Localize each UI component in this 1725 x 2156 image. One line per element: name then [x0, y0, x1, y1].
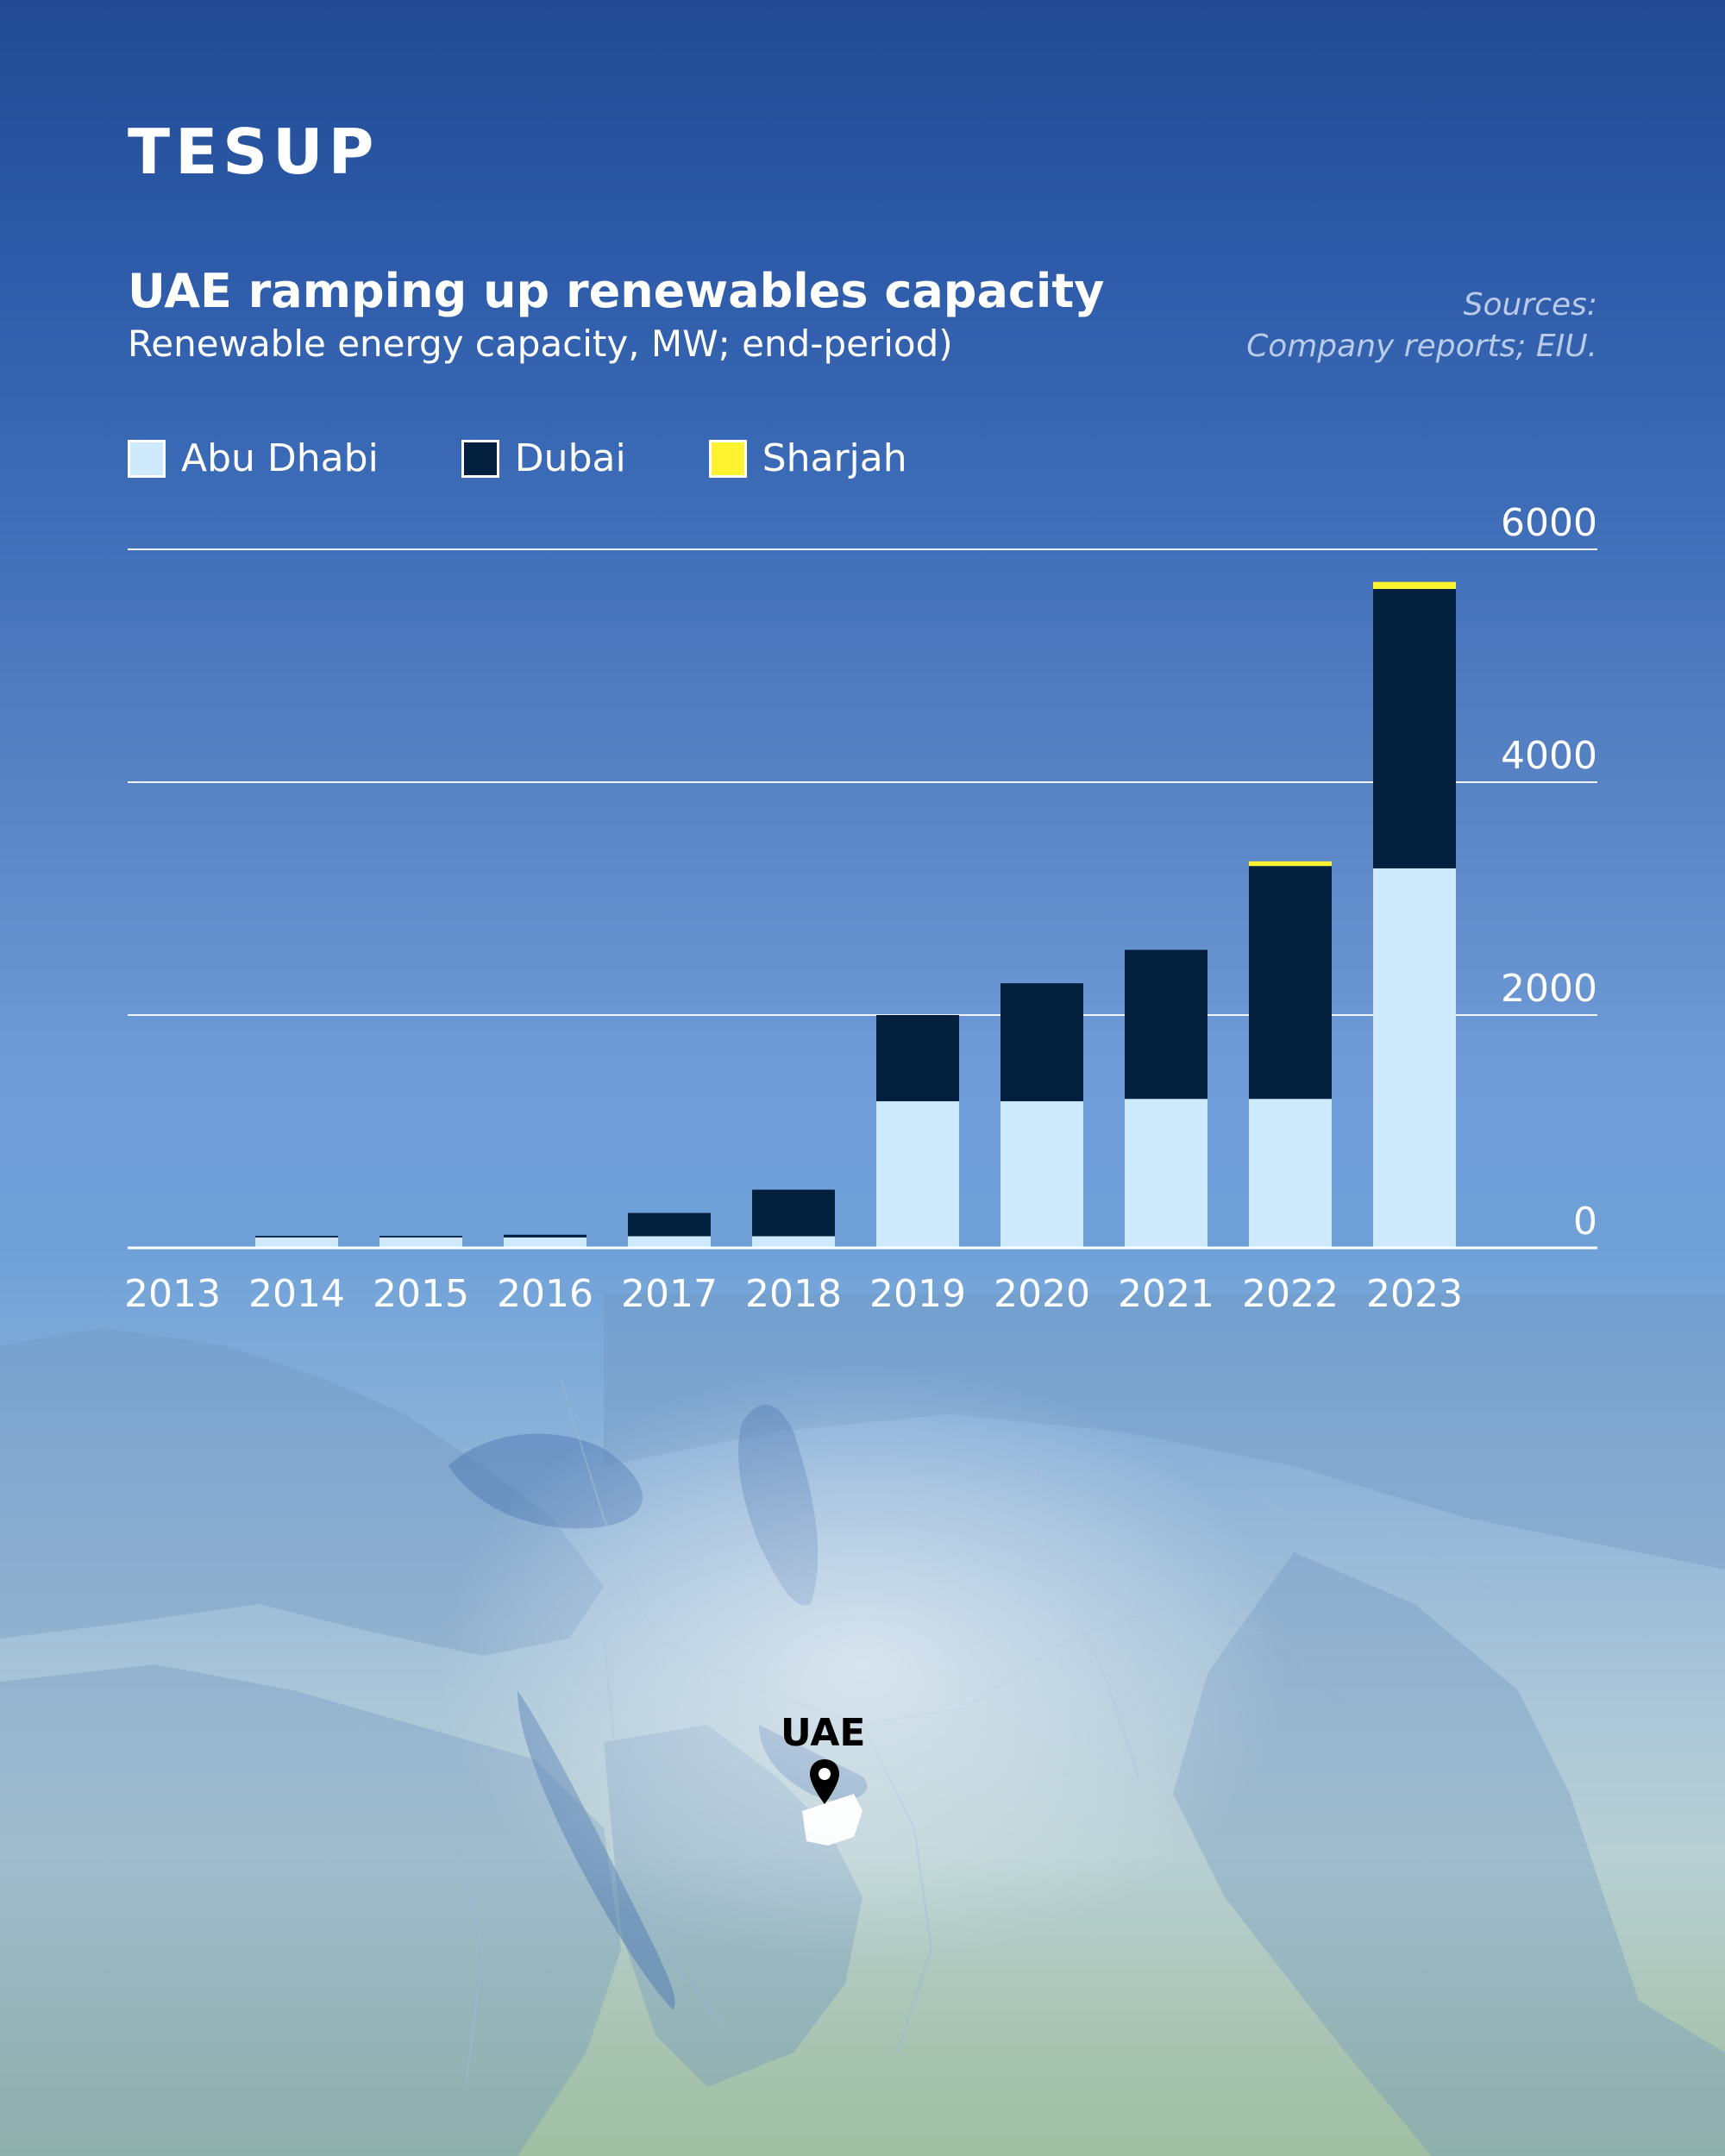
bar-dubai-2023 — [1373, 588, 1456, 868]
bar-abu-dhabi-2015 — [380, 1237, 462, 1248]
chart-subtitle: Renewable energy capacity, MW; end-perio… — [128, 323, 953, 365]
y-tick-label-0: 0 — [1573, 1200, 1597, 1244]
y-tick-label-4000: 4000 — [1501, 734, 1597, 778]
bar-abu-dhabi-2016 — [504, 1237, 586, 1248]
x-tick-label-2013: 2013 — [124, 1272, 221, 1316]
stacked-bar-chart: 0 2000 4000 6000 2013 2014 2015 2016 2017 2018 201… — [124, 501, 1597, 1316]
legend-item-sharjah: Sharjah — [708, 436, 907, 480]
bar-sharjah-2023 — [1373, 581, 1456, 589]
y-tick-label-6000: 6000 — [1501, 501, 1597, 545]
y-tick-label-2000: 2000 — [1501, 967, 1597, 1011]
bar-abu-dhabi-2020 — [1000, 1100, 1083, 1248]
chart-title: UAE ramping up renewables capacity — [128, 264, 1105, 318]
legend-label-dubai: Dubai — [514, 436, 626, 480]
bar-dubai-2016 — [504, 1234, 586, 1238]
bar-dubai-2014 — [255, 1236, 338, 1238]
x-tick-label-2021: 2021 — [1118, 1272, 1214, 1316]
legend-label-abu-dhabi: Abu Dhabi — [181, 436, 379, 480]
bar-abu-dhabi-2017 — [628, 1236, 711, 1248]
bar-abu-dhabi-2014 — [255, 1237, 338, 1248]
bar-abu-dhabi-2021 — [1125, 1099, 1208, 1248]
x-tick-label-2022: 2022 — [1242, 1272, 1339, 1316]
legend-swatch-abu-dhabi — [128, 439, 166, 478]
bar-abu-dhabi-2018 — [752, 1236, 835, 1248]
legend-item-abu-dhabi: Abu Dhabi — [128, 436, 379, 480]
map-pin-icon — [810, 1759, 839, 1804]
x-tick-label-2020: 2020 — [994, 1272, 1090, 1316]
legend-swatch-sharjah — [708, 439, 747, 478]
legend-swatch-dubai — [461, 439, 499, 478]
brand-logo: TESUP — [128, 116, 380, 188]
bar-abu-dhabi-2019 — [876, 1100, 959, 1248]
x-tick-label-2019: 2019 — [869, 1272, 966, 1316]
x-tick-label-2018: 2018 — [745, 1272, 842, 1316]
bar-dubai-2017 — [628, 1213, 711, 1237]
bar-dubai-2020 — [1000, 983, 1083, 1101]
bar-sharjah-2022 — [1249, 861, 1332, 867]
bar-dubai-2018 — [752, 1189, 835, 1237]
bar-dubai-2015 — [380, 1236, 462, 1238]
x-tick-label-2017: 2017 — [621, 1272, 718, 1316]
bar-abu-dhabi-2022 — [1249, 1099, 1332, 1248]
bar-abu-dhabi-2023 — [1373, 868, 1456, 1248]
sources-text: Company reports; EIU. — [1246, 329, 1597, 364]
x-tick-label-2014: 2014 — [248, 1272, 345, 1316]
x-tick-label-2023: 2023 — [1366, 1272, 1463, 1316]
bar-dubai-2021 — [1125, 950, 1208, 1100]
legend-label-sharjah: Sharjah — [762, 436, 907, 480]
sources-label: Sources: — [1463, 287, 1597, 323]
bar-dubai-2022 — [1249, 866, 1332, 1100]
legend-item-dubai: Dubai — [461, 436, 626, 480]
x-tick-label-2016: 2016 — [497, 1272, 593, 1316]
bar-dubai-2019 — [876, 1015, 959, 1101]
sources-note: Sources: Company reports; EIU. — [1246, 285, 1597, 367]
chart-legend: Abu Dhabi Dubai Sharjah — [128, 436, 990, 480]
map-highlight-glow — [431, 1363, 1294, 1966]
x-tick-label-2015: 2015 — [373, 1272, 469, 1316]
map-marker-label: UAE — [781, 1711, 866, 1755]
